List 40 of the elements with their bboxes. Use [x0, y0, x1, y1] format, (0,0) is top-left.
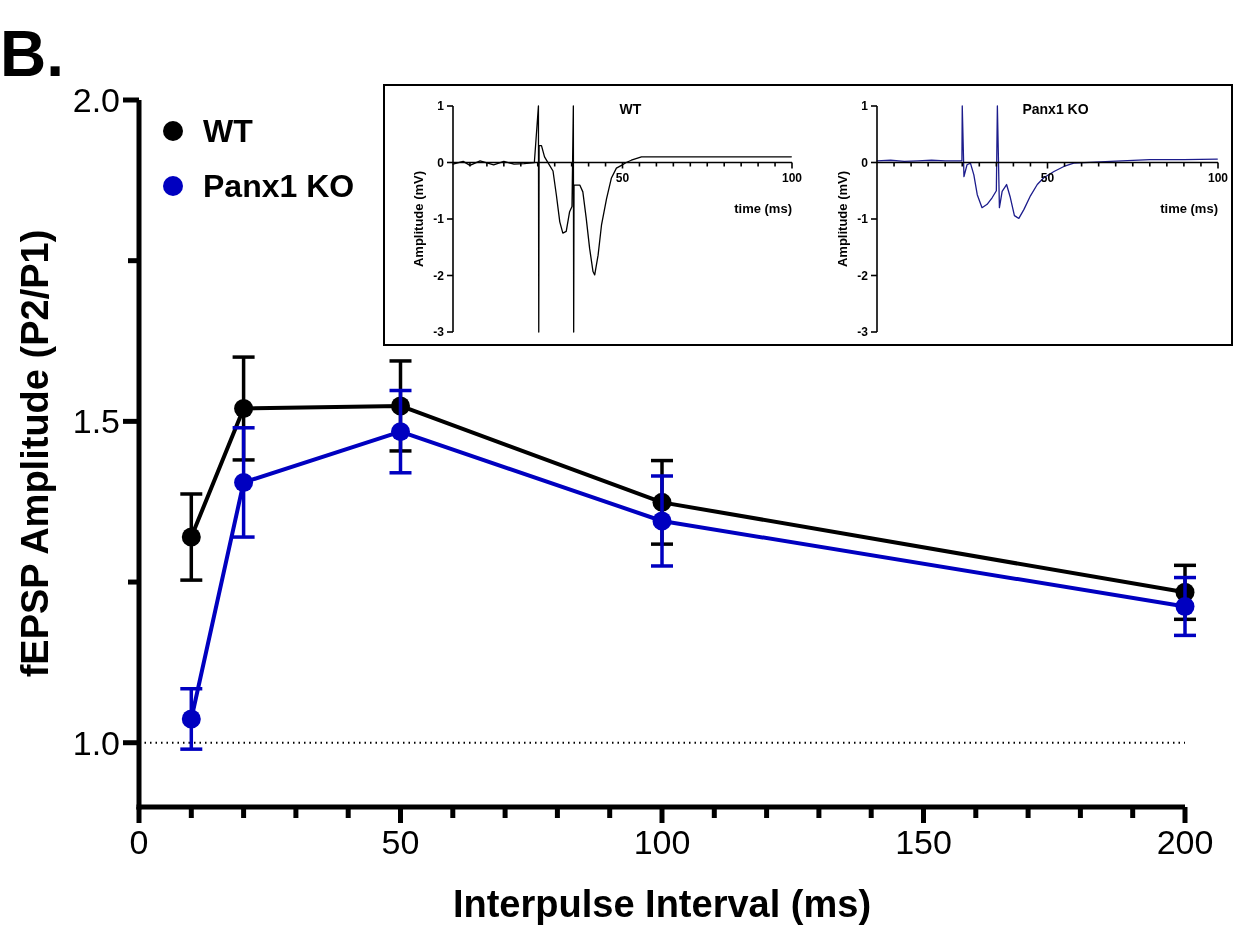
x-tick-label: 150 — [895, 823, 952, 862]
y-tick-label: -2 — [857, 268, 869, 283]
point — [181, 527, 201, 547]
x-tick-label: 100 — [781, 171, 803, 186]
y-tick-label: 1.0 — [72, 723, 120, 762]
x-axis-title: time (ms) — [1160, 200, 1218, 216]
y-tick-label: 0 — [437, 155, 445, 170]
chart-title: B. — [0, 18, 64, 90]
x-tick-label: 50 — [615, 171, 630, 186]
y-axis-title: fEPSP Amplitude (P2/P1) — [14, 229, 56, 678]
y-tick-label: 1 — [437, 99, 445, 114]
x-tick-label: 100 — [633, 823, 691, 862]
point — [1175, 596, 1195, 616]
point — [181, 709, 201, 729]
y-tick-label: -3 — [433, 325, 445, 340]
y-tick-label: 0 — [861, 155, 869, 170]
y-tick-label: -2 — [433, 268, 445, 283]
point — [652, 511, 672, 531]
legend-label: WT — [203, 113, 254, 150]
legend-label: Panx1 KO — [203, 168, 355, 205]
point — [391, 422, 410, 442]
y-tick-label: 1 — [861, 99, 869, 114]
y-tick-label: 2.0 — [72, 80, 120, 119]
x-axis-title: time (ms) — [734, 200, 792, 216]
x-tick-label: 50 — [381, 823, 420, 862]
point — [234, 472, 254, 492]
x-tick-label: 200 — [1156, 823, 1214, 862]
y-axis-title: Amplitude (mV) — [835, 170, 850, 268]
x-axis-title: Interpulse Interval (ms) — [452, 883, 872, 925]
x-tick-label: 0 — [129, 823, 149, 862]
y-tick-label: -1 — [433, 212, 445, 227]
point — [234, 399, 254, 419]
y-tick-label: -1 — [857, 212, 869, 227]
chart-title: Panx1 KO — [1022, 101, 1089, 117]
chart-title: WT — [619, 101, 642, 117]
x-tick-label: 50 — [1040, 171, 1055, 186]
y-tick-label: 1.5 — [72, 402, 120, 441]
y-tick-label: -3 — [857, 325, 869, 340]
y-axis-title: Amplitude (mV) — [411, 170, 426, 268]
x-tick-label: 100 — [1207, 171, 1229, 186]
